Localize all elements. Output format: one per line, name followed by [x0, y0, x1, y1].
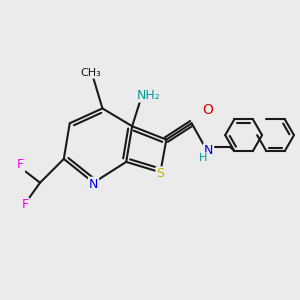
Text: N: N	[204, 144, 213, 157]
Text: H: H	[199, 153, 208, 163]
Text: S: S	[156, 167, 164, 180]
Text: NH₂: NH₂	[136, 88, 160, 101]
Text: F: F	[17, 158, 24, 171]
Text: CH₃: CH₃	[80, 68, 101, 78]
Text: F: F	[22, 199, 29, 212]
Text: O: O	[202, 103, 213, 117]
Text: N: N	[89, 178, 98, 191]
